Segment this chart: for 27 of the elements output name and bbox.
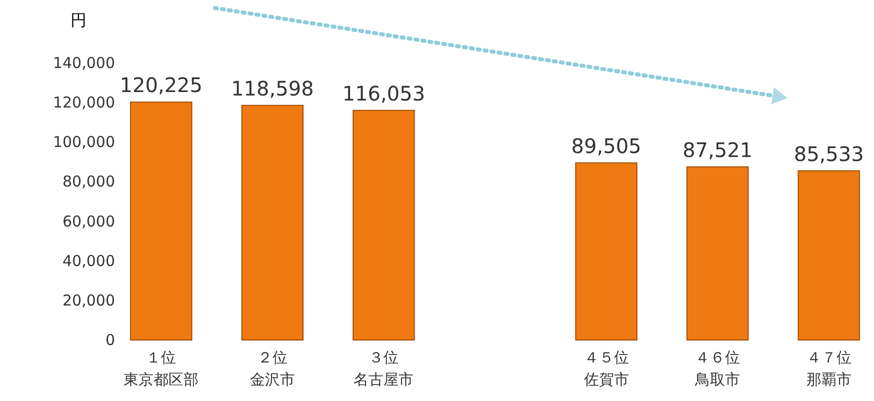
x-tick-label: １位東京都区部 <box>124 348 199 388</box>
x-tick-label: ３位名古屋市 <box>354 348 414 388</box>
y-tick-label: 100,000 <box>52 133 115 152</box>
bar <box>241 104 304 340</box>
x-tick-label: ４７位那覇市 <box>806 348 852 388</box>
y-axis-title: 円 <box>70 10 86 30</box>
y-tick-label: 20,000 <box>62 291 115 310</box>
bar <box>130 102 192 340</box>
y-tick-label: 120,000 <box>52 94 115 112</box>
x-tick-label: ４６位鳥取市 <box>694 348 740 388</box>
y-tick-label: 40,000 <box>62 252 115 270</box>
y-tick-label: 60,000 <box>62 212 115 230</box>
bar <box>575 162 638 340</box>
data-label: 118,598 <box>231 76 314 100</box>
y-tick-label: 140,000 <box>52 54 115 72</box>
data-label: 89,505 <box>571 134 642 158</box>
x-tick-label: ４５位佐賀市 <box>584 348 629 388</box>
bar <box>798 170 860 340</box>
y-tick-label: 80,000 <box>62 172 115 191</box>
bar <box>352 110 415 340</box>
data-label: 85,533 <box>794 142 864 166</box>
x-tick-label: ２位金沢市 <box>250 348 295 388</box>
data-label: 87,521 <box>682 138 753 162</box>
data-label: 120,225 <box>120 73 203 98</box>
data-label: 116,053 <box>342 81 426 106</box>
y-tick-label: 0 <box>105 331 115 349</box>
bar <box>686 166 749 340</box>
